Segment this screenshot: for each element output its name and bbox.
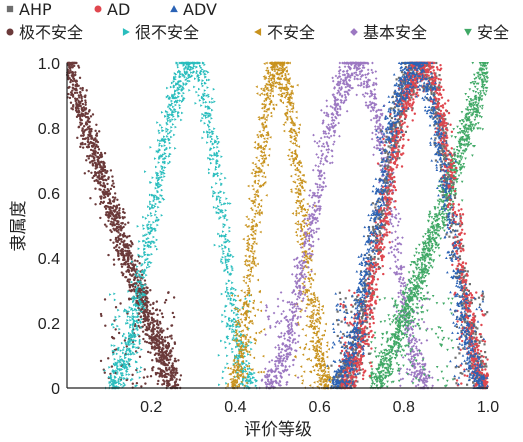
legend-label-1-0: 极不安全 <box>19 23 83 42</box>
legend-label-1-2: 不安全 <box>267 23 315 42</box>
series-points-10 <box>325 61 489 390</box>
series-points-3 <box>66 61 183 390</box>
y-tick-label-1: 0.2 <box>38 316 60 333</box>
x-tick-label-0: 0.2 <box>140 399 162 416</box>
series-points-6 <box>258 61 435 390</box>
legend: AHP AD ADV 极不安全 很不安全 不安全 基本安全 安全 <box>6 0 509 42</box>
legend-label-0-0: AHP <box>19 0 52 19</box>
series-points-9 <box>335 61 490 390</box>
y-tick-label-5: 1.0 <box>38 56 60 73</box>
series-points-4 <box>103 61 259 390</box>
tick-labels: 0.2 0.4 0.6 0.8 1.0 0 0.2 0.4 0.6 0.8 1.0 <box>38 56 499 416</box>
legend-label-0-2: ADV <box>183 0 217 19</box>
legend-marker-1-4 <box>464 28 472 36</box>
legend-label-0-1: AD <box>107 0 130 19</box>
legend-marker-1-0 <box>6 28 14 36</box>
scatter-points <box>66 61 490 390</box>
legend-marker-1-2 <box>254 28 262 36</box>
legend-label-1-4: 安全 <box>477 23 509 42</box>
legend-marker-1-1 <box>122 28 130 36</box>
legend-marker-0-2 <box>170 5 178 13</box>
legend-label-1-1: 很不安全 <box>135 23 199 42</box>
legend-label-1-3: 基本安全 <box>363 23 427 42</box>
x-tick-label-3: 0.8 <box>393 399 415 416</box>
y-tick-label-2: 0.4 <box>38 251 60 268</box>
x-tick-label-1: 0.4 <box>224 399 246 416</box>
y-tick-label-3: 0.6 <box>38 186 60 203</box>
legend-marker-0-0 <box>6 5 14 13</box>
y-tick-label-0: 0 <box>51 381 60 398</box>
y-axis-title: 隶属度 <box>9 201 29 252</box>
legend-marker-0-1 <box>94 5 102 13</box>
axes <box>66 63 488 389</box>
y-tick-label-4: 0.8 <box>38 121 60 138</box>
series-points-5 <box>224 61 335 390</box>
x-tick-label-4: 1.0 <box>477 399 499 416</box>
series-points-7 <box>368 61 490 390</box>
x-axis-title: 评价等级 <box>244 420 312 440</box>
legend-marker-1-3 <box>350 28 358 36</box>
x-tick-label-2: 0.6 <box>308 399 330 416</box>
